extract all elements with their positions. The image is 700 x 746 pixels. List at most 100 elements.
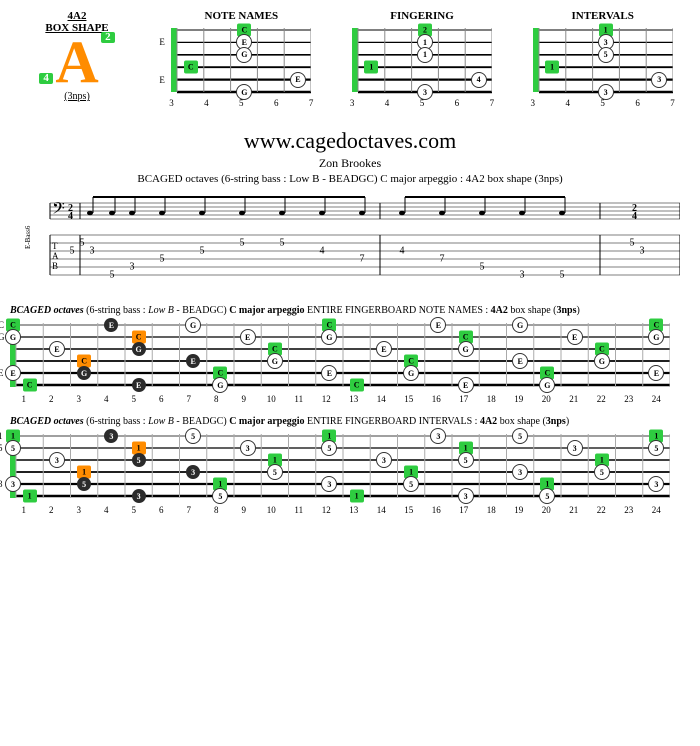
fretboard-note: 5 [539, 488, 555, 504]
fretboard-note: G [539, 377, 555, 393]
fretboard-note: 5 [5, 440, 21, 456]
big-letter: A 2 4 [55, 38, 98, 86]
fretboard-note: 5 [321, 440, 337, 456]
fretboard-note: E [104, 318, 118, 332]
tab-number: 5 [70, 246, 75, 257]
fretboard-note: 3 [104, 429, 118, 443]
note: 1 [417, 47, 433, 63]
fretboard-note: 3 [458, 488, 474, 504]
tab-number: 5 [280, 238, 285, 249]
fretboard-note: G [185, 317, 201, 333]
note: G [236, 47, 252, 63]
tab-number: 4 [320, 246, 325, 257]
fretboard-note: 5 [458, 452, 474, 468]
fretboard-note: 5 [403, 476, 419, 492]
tab-number: 5 [240, 238, 245, 249]
fretboard-note: 3 [567, 440, 583, 456]
fretboard-note: G [212, 377, 228, 393]
fretboard-note: G [77, 366, 91, 380]
string-label: E [159, 37, 165, 47]
fretboard-note: 3 [49, 452, 65, 468]
tab-number: 5 [80, 238, 85, 249]
string-label: 3 [0, 479, 3, 489]
fretboard-note: E [376, 341, 392, 357]
marker-left: 4 [39, 73, 53, 84]
fretboard-note: E [430, 317, 446, 333]
fretboard-title: BCAGED octaves (6-string bass : Low B - … [10, 416, 690, 427]
notation-subtitle: BCAGED octaves (6-string bass : Low B - … [10, 173, 690, 185]
fretboard-note: 5 [512, 428, 528, 444]
fretboard-note: E [132, 378, 146, 392]
top-diagrams-row: 4A2BOX SHAPE A 2 4 (3nps) NOTE NAMESCEGC… [10, 10, 690, 108]
svg-text:4: 4 [68, 211, 73, 222]
note: 3 [651, 72, 667, 88]
string-label: G [0, 332, 5, 342]
fretboard-note: G [594, 353, 610, 369]
fret-diagram: NOTE NAMESCEGCEGEE34567 [154, 10, 329, 108]
fretboard-note: 5 [267, 464, 283, 480]
tab-number: 7 [440, 254, 445, 265]
svg-text:A: A [52, 251, 59, 261]
fretboard-title: BCAGED octaves (6-string bass : Low B - … [10, 305, 690, 316]
full-fretboard-section: BCAGED octaves (6-string bass : Low B - … [10, 305, 690, 404]
fretboard-grid: CEGCEGCGCEGCEGEGCEGCCEGCEGEGCEGCECEGCEGC… [10, 320, 670, 390]
string-label: 5 [0, 443, 3, 453]
fretboard-note: C [23, 379, 37, 392]
fretboard-note: C [350, 379, 364, 392]
string-label: 1 [0, 431, 3, 441]
svg-text:4: 4 [632, 211, 637, 222]
fretboard-note: 3 [240, 440, 256, 456]
fretboard-note: 5 [132, 453, 146, 467]
diagram-title: INTERVALS [515, 10, 690, 22]
fretboard-note: E [321, 365, 337, 381]
note: E [290, 72, 306, 88]
note: 3 [598, 84, 614, 100]
fretboard-note: G [321, 329, 337, 345]
fretboard-note: 3 [321, 476, 337, 492]
tab-number: 7 [360, 254, 365, 265]
fretboard-note: E [648, 365, 664, 381]
fretboard-note: E [512, 353, 528, 369]
fret-diagram: INTERVALS13513334567 [515, 10, 690, 108]
fretboard-note: E [49, 341, 65, 357]
svg-text:𝄢: 𝄢 [52, 200, 65, 222]
tab-number: 3 [90, 246, 95, 257]
fretboard-note: E [5, 365, 21, 381]
marker-top: 2 [101, 32, 115, 43]
fretboard-note: 1 [23, 490, 37, 503]
note: G [236, 84, 252, 100]
fretboard-grid: 1351351513513535135113513535135131351351… [10, 431, 670, 501]
fretboard-note: G [512, 317, 528, 333]
fretboard-note: E [458, 377, 474, 393]
tab-number: 3 [640, 246, 645, 257]
fretboard-note: 3 [5, 476, 21, 492]
fretboard-note: 3 [430, 428, 446, 444]
fretboard-note: G [132, 342, 146, 356]
note: 4 [471, 72, 487, 88]
diagram-title: NOTE NAMES [154, 10, 329, 22]
string-label: E [159, 75, 165, 85]
fretboard-note: E [186, 354, 200, 368]
fretboard-note: 5 [648, 440, 664, 456]
fret-diagram: FINGERING21114334567 [335, 10, 510, 108]
fretboard-note: 3 [186, 465, 200, 479]
fretboard-note: G [5, 329, 21, 345]
diagram-title: FINGERING [335, 10, 510, 22]
string-label: E [0, 368, 4, 378]
fretboard-note: 3 [132, 489, 146, 503]
author: Zon Brookes [10, 156, 690, 171]
fretboard-note: G [403, 365, 419, 381]
box-shape: 4A2BOX SHAPE A 2 4 (3nps) [10, 10, 144, 108]
fretboard-note: G [648, 329, 664, 345]
fretboard-note: 5 [77, 477, 91, 491]
fretboard-note: 5 [594, 464, 610, 480]
svg-text:T: T [52, 241, 58, 251]
full-fretboard-section: BCAGED octaves (6-string bass : Low B - … [10, 416, 690, 515]
fretboard-note: 3 [648, 476, 664, 492]
tab-number: 5 [200, 246, 205, 257]
fretboard-note: 5 [212, 488, 228, 504]
string-label: C [0, 320, 4, 330]
music-notation: 𝄢24TABE-Bass624555553544357735535 [20, 195, 680, 285]
fretboard-note: 3 [512, 464, 528, 480]
tab-number: 5 [630, 238, 635, 249]
